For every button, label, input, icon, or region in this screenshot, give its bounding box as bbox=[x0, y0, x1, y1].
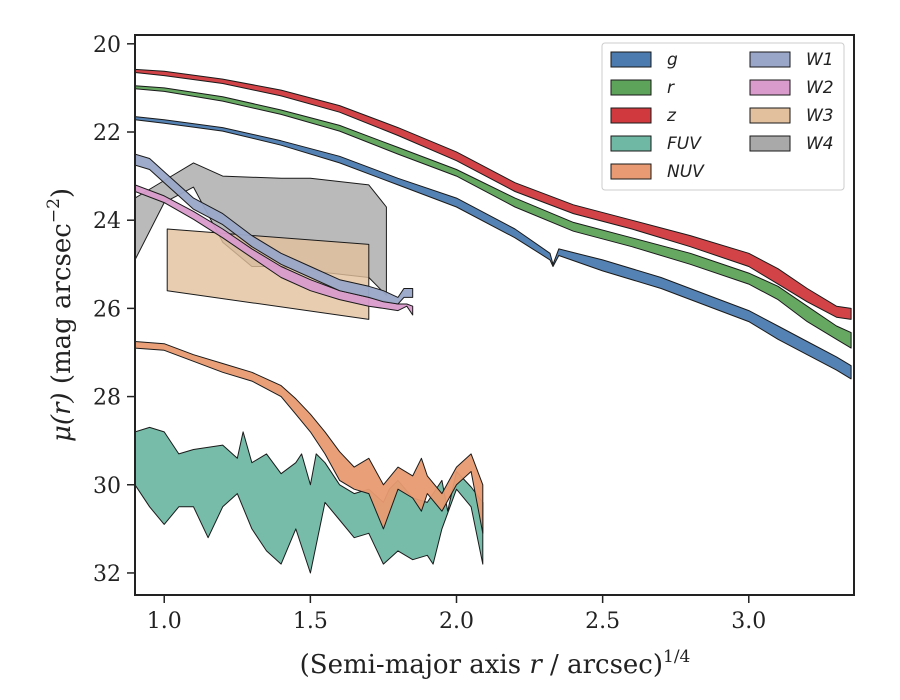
y-axis-title-post: ) bbox=[47, 188, 77, 198]
legend-swatch-g bbox=[610, 51, 652, 68]
legend-swatch-nuv bbox=[610, 163, 652, 180]
legend-swatch-z bbox=[610, 107, 652, 124]
series-band-r bbox=[135, 85, 852, 349]
legend-label-z: z bbox=[666, 106, 677, 126]
x-axis-title: (Semi-major axis r / arcsec)1/4 bbox=[300, 647, 691, 680]
legend: grz FUV NUV W1 W2 W3 W4 bbox=[601, 42, 845, 191]
legend-items: grz FUV NUV W1 W2 W3 W4 bbox=[610, 50, 834, 182]
y-axis-title: μ(r) (mag arcsec−2) bbox=[44, 188, 77, 442]
x-tick-label: 1.0 bbox=[147, 609, 182, 634]
legend-swatch-fuv bbox=[610, 135, 652, 152]
y-tick-label: 26 bbox=[93, 297, 121, 322]
x-tick-label: 3.0 bbox=[731, 609, 766, 634]
series-bands bbox=[135, 68, 852, 574]
legend-label-r: r bbox=[667, 78, 675, 98]
legend-swatch-w2 bbox=[749, 79, 791, 96]
y-tick-label: 28 bbox=[93, 386, 121, 411]
series-band-nuv bbox=[135, 341, 484, 534]
plot-frame bbox=[134, 34, 855, 596]
series-band-z bbox=[135, 68, 852, 320]
legend-swatch-w1 bbox=[749, 51, 791, 68]
legend-label-w4: W4 bbox=[806, 134, 834, 154]
y-tick-label: 20 bbox=[93, 33, 121, 58]
x-tick-label: 2.5 bbox=[585, 609, 620, 634]
legend-swatch-w3 bbox=[749, 107, 791, 124]
x-axis-title-pre: (Semi-major axis bbox=[300, 650, 530, 680]
legend-label-w2: W2 bbox=[806, 78, 834, 98]
legend-label-nuv: NUV bbox=[667, 162, 705, 182]
y-tick-label: 32 bbox=[93, 562, 121, 587]
legend-label-g: g bbox=[667, 50, 678, 70]
y-axis-title-mid: (mag arcsec bbox=[47, 223, 77, 392]
series-band-w1 bbox=[135, 153, 414, 305]
legend-swatch-w4 bbox=[749, 135, 791, 152]
series-band-w3 bbox=[166, 228, 370, 320]
y-tick-label: 22 bbox=[93, 121, 121, 146]
x-tick-label: 2.0 bbox=[439, 609, 474, 634]
x-axis: 1.0 1.5 2.0 2.5 3.0 bbox=[147, 595, 766, 634]
series-band-g bbox=[135, 116, 852, 380]
legend-label-fuv: FUV bbox=[667, 134, 702, 154]
legend-label-w1: W1 bbox=[806, 50, 834, 70]
x-axis-title-mid: / arcsec) bbox=[542, 650, 663, 680]
y-tick-label: 24 bbox=[93, 209, 121, 234]
x-tick-label: 1.5 bbox=[293, 609, 328, 634]
y-axis-title-var: μ(r) bbox=[47, 392, 77, 442]
x-axis-title-sup: 1/4 bbox=[663, 647, 690, 667]
legend-swatch-r bbox=[610, 79, 652, 96]
y-axis: 20 22 24 26 28 30 32 bbox=[93, 33, 135, 587]
x-axis-title-var: r bbox=[529, 650, 543, 680]
y-tick-label: 30 bbox=[93, 474, 121, 499]
legend-label-w3: W3 bbox=[806, 106, 834, 126]
y-axis-title-sup: −2 bbox=[44, 198, 64, 223]
